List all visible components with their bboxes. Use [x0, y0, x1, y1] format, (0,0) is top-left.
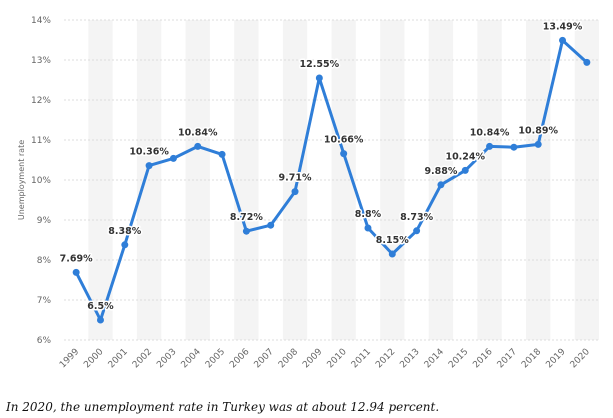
data-point-2000: [96, 316, 104, 324]
data-label-2002: 10.36%: [129, 147, 169, 158]
y-axis-label: Unemployment rate: [17, 140, 26, 220]
data-points: [72, 36, 591, 324]
x-tick-label: 2011: [350, 347, 373, 370]
data-point-2020: [583, 58, 591, 66]
data-labels: 7.69% 6.5% 8.38% 10.36% 10.84% 8.72% 9.71% 12.5…: [58, 20, 584, 314]
data-point-2016: [486, 142, 494, 150]
x-tick-label: 2020: [569, 347, 592, 370]
band-2008: [282, 20, 308, 340]
data-point-2019: [559, 36, 567, 44]
band-2018: [526, 20, 551, 340]
data-label-1999: 7.69%: [60, 253, 93, 264]
x-tick-label: 2002: [131, 347, 154, 370]
data-label-2006: 8.72%: [230, 212, 263, 223]
x-tick-label: 2018: [520, 347, 543, 370]
x-axis-ticks: 1999 2000 2001 2002 2003 2004 2005 2006 2007 2008…: [58, 347, 592, 370]
band-2006: [234, 20, 259, 340]
data-label-2013: 8.73%: [400, 212, 433, 223]
data-point-2007: [267, 221, 275, 229]
y-tick-label: 8%: [37, 256, 52, 266]
data-label-2000: 6.5%: [87, 301, 114, 312]
x-tick-label: 2015: [447, 347, 470, 370]
x-tick-label: 2005: [204, 347, 227, 370]
x-tick-label: 2004: [180, 347, 203, 370]
x-tick-label: 2019: [544, 347, 567, 370]
data-label-2009: 12.55%: [300, 59, 340, 70]
data-label-2011: 8.8%: [355, 209, 382, 220]
data-point-2017: [510, 143, 518, 151]
data-point-2013: [413, 227, 421, 235]
data-label-2008: 9.71%: [279, 173, 312, 184]
gridlines: [64, 19, 599, 341]
data-point-2006: [242, 227, 250, 235]
data-point-1999: [72, 268, 80, 276]
data-point-2002: [145, 162, 153, 170]
data-point-2011: [364, 224, 372, 232]
x-tick-label: 1999: [58, 347, 81, 370]
x-tick-label: 2003: [155, 347, 178, 370]
y-axis-ticks: 6% 7% 8% 9% 10% 11% 12% 13% 14%: [31, 16, 51, 346]
data-point-2014: [437, 181, 445, 189]
data-point-2005: [218, 150, 226, 158]
unemployment-line-chart: 6% 7% 8% 9% 10% 11% 12% 13% 14% 1999 2000 2001 2002…: [17, 16, 599, 370]
x-tick-label: 2014: [423, 347, 446, 370]
x-tick-label: 2009: [301, 347, 324, 370]
y-tick-label: 7%: [37, 296, 52, 306]
series-line: [74, 38, 589, 322]
x-tick-label: 2007: [253, 347, 276, 370]
x-tick-label: 2010: [326, 347, 349, 370]
y-tick-label: 14%: [31, 16, 51, 26]
y-tick-label: 9%: [37, 216, 52, 226]
data-label-2012: 8.15%: [376, 235, 409, 246]
y-tick-label: 10%: [31, 176, 51, 186]
data-point-2008: [291, 188, 299, 196]
data-point-2001: [121, 241, 129, 249]
chart-card: 6% 7% 8% 9% 10% 11% 12% 13% 14% 1999 2000 2001 2002…: [17, 16, 599, 371]
x-tick-label: 2012: [374, 347, 397, 370]
x-tick-label: 2017: [496, 347, 519, 370]
data-label-2004: 10.84%: [178, 127, 218, 138]
data-point-2003: [169, 154, 177, 162]
data-point-2012: [388, 250, 396, 258]
data-point-2015: [461, 166, 469, 174]
data-label-2018: 10.89%: [518, 125, 558, 136]
data-point-2009: [315, 74, 323, 82]
data-point-2018: [534, 140, 542, 148]
band-2020: [574, 20, 599, 340]
data-label-2015: 10.24%: [445, 151, 485, 162]
y-tick-label: 13%: [31, 56, 51, 66]
data-label-2010: 10.66%: [324, 135, 364, 146]
y-tick-label: 12%: [31, 96, 51, 106]
data-point-2010: [340, 150, 348, 158]
y-tick-label: 6%: [37, 336, 52, 346]
x-tick-label: 2013: [398, 347, 421, 370]
x-tick-label: 2001: [107, 347, 130, 370]
data-label-2001: 8.38%: [108, 226, 141, 237]
series-unemployment-rate: [74, 38, 589, 322]
chart-caption: In 2020, the unemployment rate in Turkey…: [6, 400, 440, 414]
data-label-2016: 10.84%: [470, 127, 510, 138]
data-point-2004: [194, 142, 202, 150]
x-tick-label: 2016: [471, 347, 494, 370]
x-tick-label: 2000: [82, 347, 105, 370]
y-tick-label: 11%: [31, 136, 51, 146]
x-tick-label: 2008: [277, 347, 300, 370]
x-tick-label: 2006: [228, 347, 251, 370]
data-label-2014: 9.88%: [424, 166, 457, 177]
data-label-2019: 13.49%: [543, 21, 583, 32]
